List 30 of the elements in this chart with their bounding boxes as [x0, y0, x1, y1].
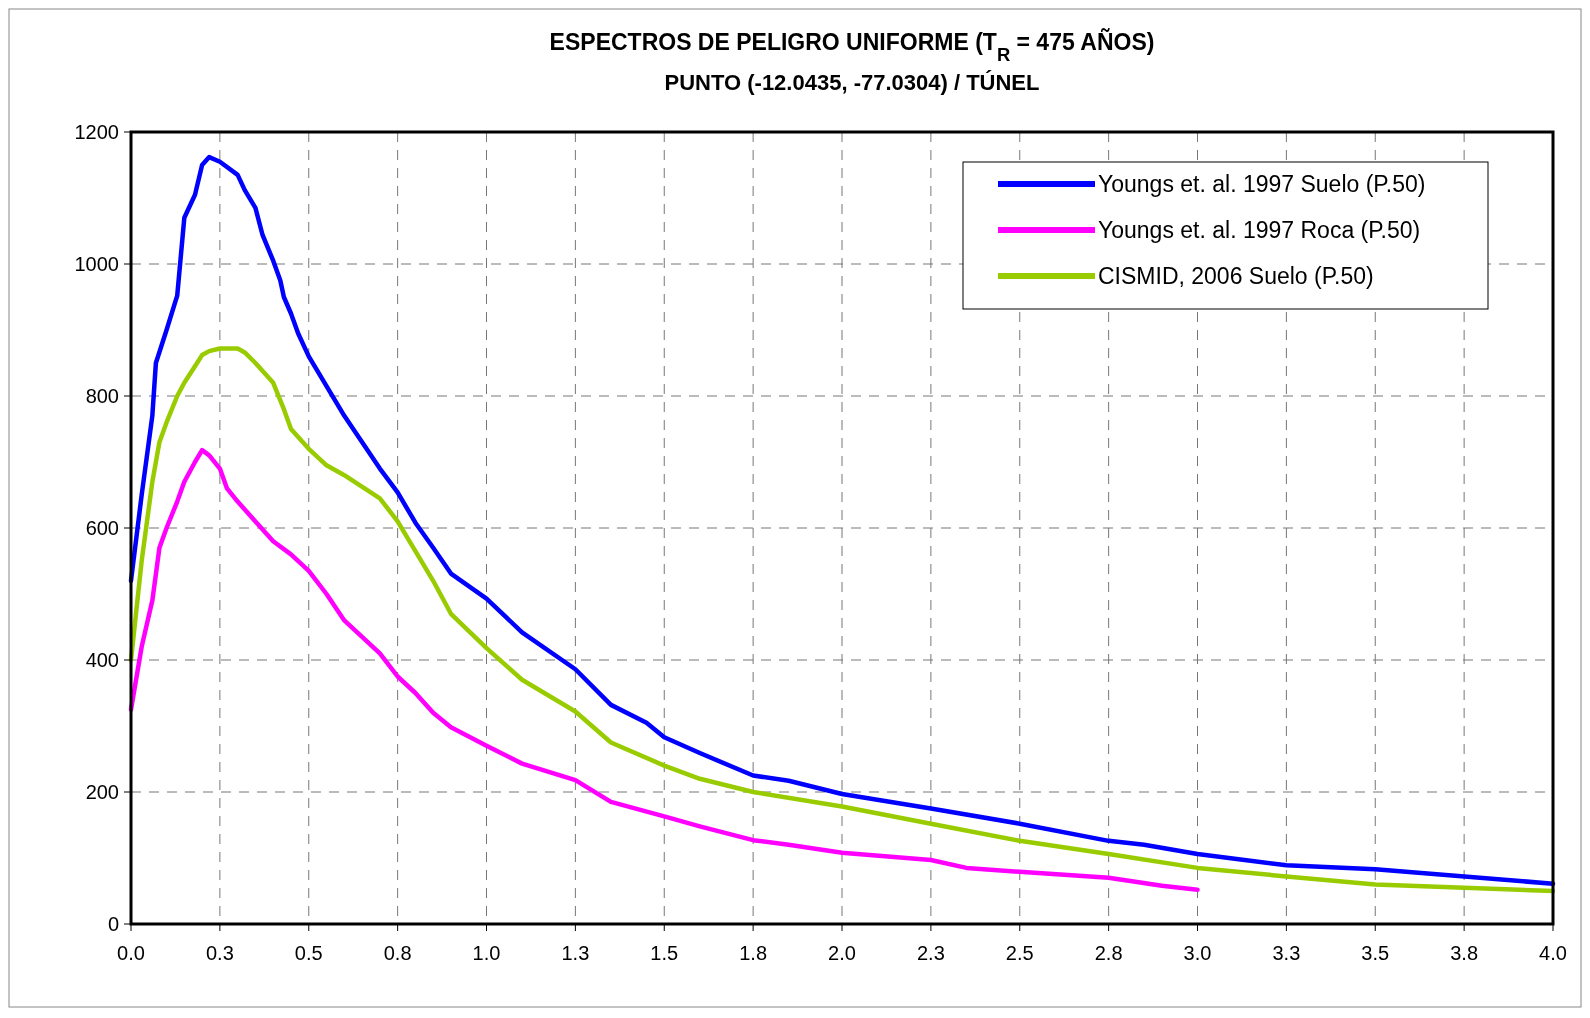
x-tick-label: 2.8	[1094, 942, 1123, 964]
y-tick-label: 600	[85, 517, 119, 539]
x-tick-label: 3.8	[1450, 942, 1479, 964]
line-series	[128, 447, 1200, 892]
x-tick-label: 0.8	[383, 942, 412, 964]
y-tick-label: 400	[85, 649, 119, 671]
chart-title: ESPECTROS DE PELIGRO UNIFORME (T$_{R}$ = 475 AÑOS)	[549, 28, 1155, 65]
x-tick-label: 3.3	[1272, 942, 1301, 964]
x-tick-label: 1.3	[561, 942, 590, 964]
legend-label: Youngs et. al. 1997 Roca (P.50)	[1098, 217, 1421, 243]
legend-label: Youngs et. al. 1997 Suelo (P.50)	[1098, 171, 1426, 197]
x-tick-label: 4.0	[1539, 942, 1567, 964]
chart-subtitle: PUNTO (-12.0435, -77.0304) / TÚNEL	[664, 70, 1040, 95]
x-tick-label: 3.5	[1361, 942, 1390, 964]
x-tick-label: 2.5	[1005, 942, 1034, 964]
legend-label: CISMID, 2006 Suelo (P.50)	[1098, 263, 1374, 289]
y-tick-label: 1000	[74, 253, 119, 275]
x-tick-label: 0.5	[294, 942, 323, 964]
y-tick-label: 800	[85, 385, 119, 407]
y-tick-label: 0	[107, 913, 119, 935]
x-tick-label: 2.3	[916, 942, 945, 964]
x-tick-label: 1.8	[739, 942, 768, 964]
x-tick-label: 0.3	[205, 942, 234, 964]
x-tick-label: 0.0	[117, 942, 145, 964]
x-tick-label: 1.0	[472, 942, 501, 964]
x-tick-label: 3.0	[1183, 942, 1212, 964]
x-tick-label: 1.5	[650, 942, 679, 964]
y-tick-label: 200	[85, 781, 119, 803]
y-tick-label: 1200	[74, 121, 119, 143]
x-tick-label: 2.0	[828, 942, 856, 964]
